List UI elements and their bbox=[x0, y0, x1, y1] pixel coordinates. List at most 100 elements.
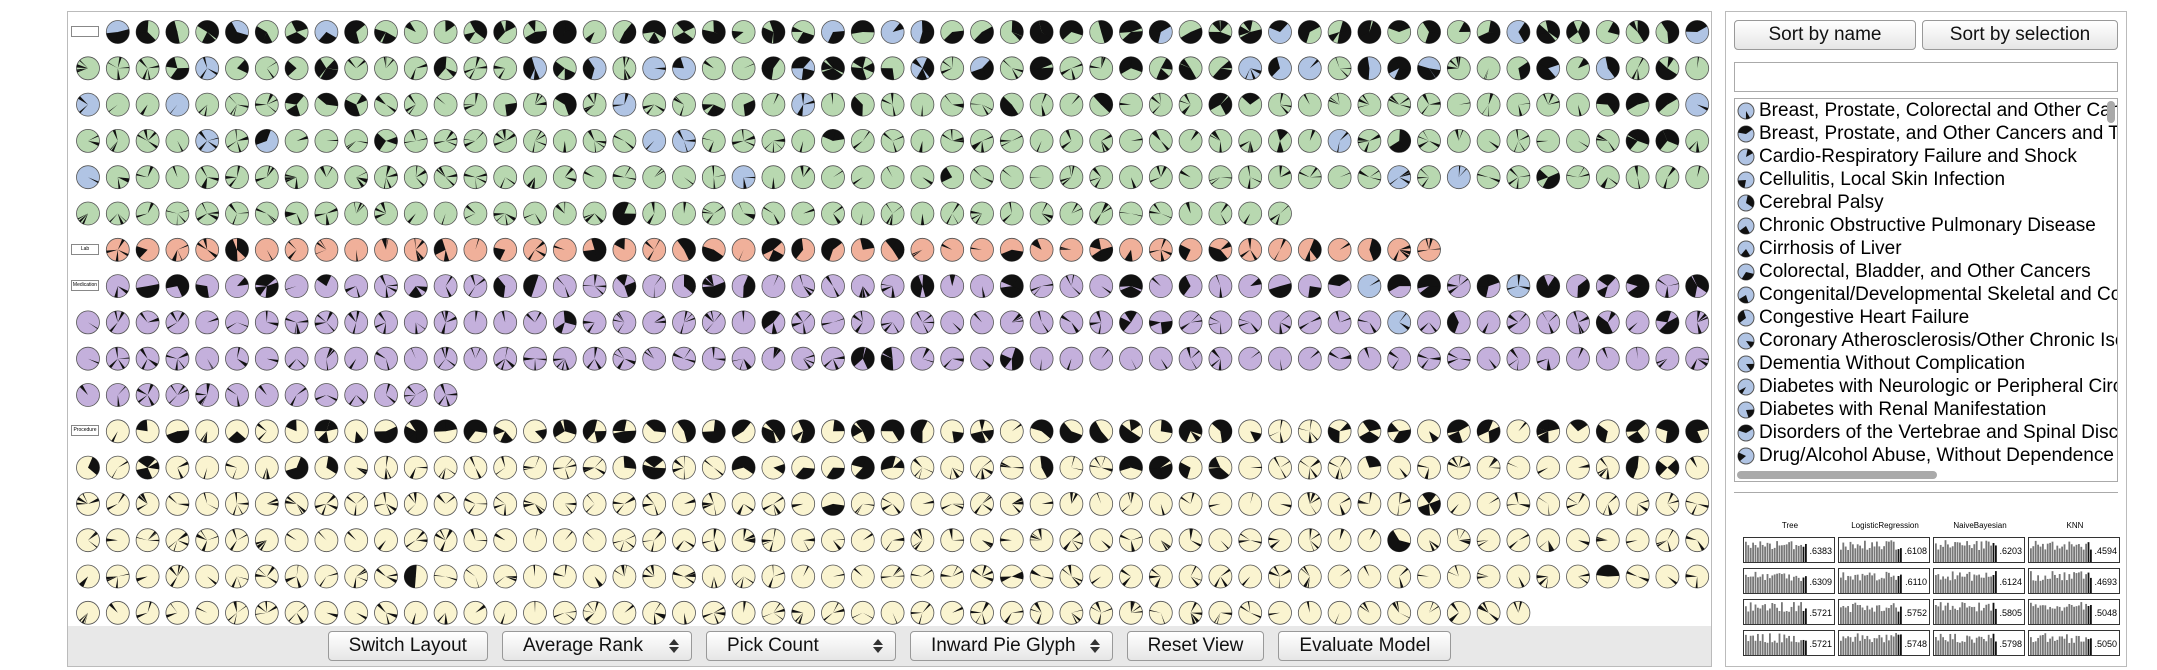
pie-glyph[interactable] bbox=[1029, 92, 1054, 117]
pie-glyph[interactable] bbox=[374, 128, 398, 153]
pie-glyph[interactable] bbox=[135, 346, 160, 371]
pie-glyph[interactable] bbox=[254, 92, 279, 117]
pie-glyph[interactable] bbox=[1238, 128, 1263, 153]
pie-glyph[interactable] bbox=[1208, 92, 1233, 117]
pie-glyph[interactable] bbox=[970, 237, 994, 262]
pie-glyph[interactable] bbox=[254, 564, 279, 589]
pie-glyph[interactable] bbox=[1685, 274, 1710, 299]
pie-glyph[interactable] bbox=[1327, 165, 1352, 190]
pie-glyph[interactable] bbox=[701, 274, 726, 299]
pie-glyph[interactable] bbox=[1297, 310, 1322, 335]
pie-glyph[interactable] bbox=[582, 564, 607, 589]
pie-glyph[interactable] bbox=[1417, 455, 1441, 480]
pie-glyph[interactable] bbox=[105, 165, 130, 190]
pie-glyph[interactable] bbox=[612, 600, 637, 625]
pie-glyph[interactable] bbox=[284, 528, 309, 553]
pie-glyph[interactable] bbox=[165, 92, 190, 117]
pie-glyph[interactable] bbox=[821, 600, 845, 625]
pie-glyph[interactable] bbox=[1268, 564, 1292, 589]
pie-glyph[interactable] bbox=[731, 20, 756, 44]
pie-glyph[interactable] bbox=[105, 528, 130, 553]
pie-glyph[interactable] bbox=[433, 92, 458, 117]
pie-glyph[interactable] bbox=[1148, 165, 1173, 190]
pie-glyph[interactable] bbox=[1208, 455, 1233, 480]
pie-glyph[interactable] bbox=[1417, 419, 1441, 444]
pie-glyph[interactable] bbox=[612, 455, 637, 480]
pie-glyph[interactable] bbox=[999, 92, 1024, 117]
pie-glyph[interactable] bbox=[254, 201, 279, 226]
pie-glyph[interactable] bbox=[314, 346, 339, 371]
pie-glyph[interactable] bbox=[970, 455, 994, 480]
search-input[interactable] bbox=[1734, 62, 2118, 92]
pie-glyph[interactable] bbox=[999, 310, 1024, 335]
pie-glyph[interactable] bbox=[1029, 600, 1054, 625]
pie-glyph[interactable] bbox=[254, 419, 279, 444]
pie-glyph[interactable] bbox=[910, 600, 935, 625]
pie-glyph[interactable] bbox=[344, 201, 369, 226]
pie-glyph[interactable] bbox=[1327, 346, 1352, 371]
pie-glyph[interactable] bbox=[1476, 528, 1501, 553]
pie-glyph[interactable] bbox=[254, 455, 279, 480]
pie-glyph[interactable] bbox=[254, 491, 279, 516]
pie-glyph[interactable] bbox=[880, 92, 905, 117]
pie-glyph[interactable] bbox=[791, 237, 816, 262]
pie-glyph[interactable] bbox=[523, 564, 547, 589]
pie-glyph[interactable] bbox=[940, 564, 965, 589]
pie-glyph[interactable] bbox=[403, 56, 428, 81]
pie-glyph[interactable] bbox=[850, 600, 875, 625]
pie-glyph[interactable] bbox=[1625, 92, 1650, 117]
pie-glyph[interactable] bbox=[165, 528, 190, 553]
pie-glyph[interactable] bbox=[1297, 128, 1322, 153]
pie-glyph[interactable] bbox=[523, 237, 547, 262]
pie-glyph[interactable] bbox=[1387, 419, 1412, 444]
pie-glyph[interactable] bbox=[314, 528, 339, 553]
pie-glyph[interactable] bbox=[135, 310, 160, 335]
pie-glyph[interactable] bbox=[1029, 419, 1054, 444]
pie-glyph[interactable] bbox=[1059, 20, 1084, 44]
pie-glyph[interactable] bbox=[195, 56, 220, 81]
pie-glyph[interactable] bbox=[374, 419, 398, 444]
pie-glyph[interactable] bbox=[1089, 491, 1114, 516]
pie-glyph[interactable] bbox=[1268, 310, 1292, 335]
pie-glyph[interactable] bbox=[1178, 20, 1203, 44]
pie-glyph[interactable] bbox=[910, 165, 935, 190]
pie-glyph[interactable] bbox=[523, 274, 547, 299]
pie-glyph[interactable] bbox=[284, 455, 309, 480]
pie-glyph[interactable] bbox=[612, 128, 637, 153]
pie-glyph[interactable] bbox=[1297, 92, 1322, 117]
pie-glyph[interactable] bbox=[105, 455, 130, 480]
pie-glyph[interactable] bbox=[225, 600, 249, 625]
pie-glyph[interactable] bbox=[284, 491, 309, 516]
pie-glyph[interactable] bbox=[314, 165, 339, 190]
pie-glyph[interactable] bbox=[403, 491, 428, 516]
pie-glyph[interactable] bbox=[105, 20, 130, 44]
pie-glyph[interactable] bbox=[284, 56, 309, 81]
pie-glyph[interactable] bbox=[1655, 128, 1680, 153]
pie-glyph[interactable] bbox=[672, 564, 696, 589]
pie-glyph[interactable] bbox=[1506, 564, 1531, 589]
pie-glyph[interactable] bbox=[791, 528, 816, 553]
pie-glyph[interactable] bbox=[1685, 528, 1710, 553]
rank-select[interactable]: Average Rank bbox=[501, 631, 692, 661]
pie-glyph[interactable] bbox=[731, 564, 756, 589]
pie-glyph[interactable] bbox=[1089, 56, 1114, 81]
pie-glyph[interactable] bbox=[493, 92, 518, 117]
pie-glyph[interactable] bbox=[1297, 564, 1322, 589]
pie-glyph[interactable] bbox=[225, 455, 249, 480]
pie-glyph[interactable] bbox=[1417, 274, 1441, 299]
pie-glyph[interactable] bbox=[493, 165, 518, 190]
condition-item[interactable]: Diabetes with Renal Manifestation bbox=[1735, 398, 2117, 421]
pie-glyph[interactable] bbox=[1327, 128, 1352, 153]
pie-glyph[interactable] bbox=[642, 165, 667, 190]
pie-glyph[interactable] bbox=[999, 455, 1024, 480]
pie-glyph[interactable] bbox=[1387, 528, 1412, 553]
pie-glyph[interactable] bbox=[701, 455, 726, 480]
pie-glyph[interactable] bbox=[254, 383, 279, 407]
pie-glyph[interactable] bbox=[344, 92, 369, 117]
pie-glyph[interactable] bbox=[403, 419, 428, 444]
pie-glyph[interactable] bbox=[850, 201, 875, 226]
pie-glyph[interactable] bbox=[970, 92, 994, 117]
pie-glyph[interactable] bbox=[1238, 419, 1263, 444]
pie-glyph[interactable] bbox=[314, 237, 339, 262]
pie-glyph[interactable] bbox=[433, 274, 458, 299]
